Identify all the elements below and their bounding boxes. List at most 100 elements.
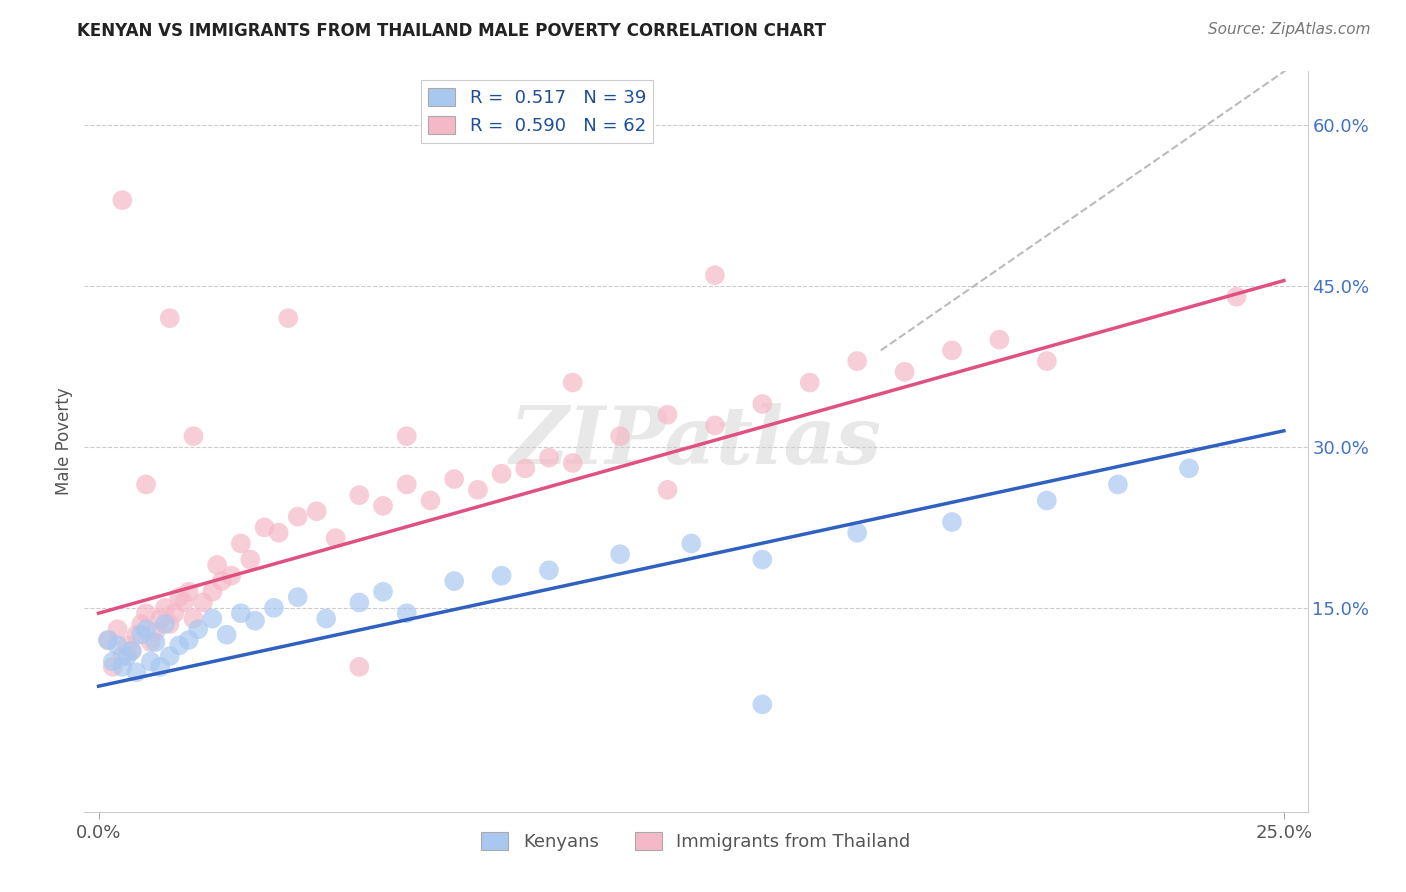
Point xyxy=(315,611,337,625)
Point xyxy=(988,333,1011,347)
Y-axis label: Male Poverty: Male Poverty xyxy=(55,388,73,495)
Text: KENYAN VS IMMIGRANTS FROM THAILAND MALE POVERTY CORRELATION CHART: KENYAN VS IMMIGRANTS FROM THAILAND MALE … xyxy=(77,22,827,40)
Point xyxy=(97,633,120,648)
Point xyxy=(751,397,773,411)
Point xyxy=(159,311,181,326)
Point xyxy=(111,660,134,674)
Point xyxy=(149,660,172,674)
Point xyxy=(537,450,560,465)
Point xyxy=(349,488,371,502)
Point xyxy=(211,574,233,588)
Point xyxy=(107,623,129,637)
Point xyxy=(129,616,152,631)
Point xyxy=(491,568,513,582)
Point xyxy=(349,595,371,609)
Point xyxy=(121,644,143,658)
Point xyxy=(111,649,134,664)
Point xyxy=(703,268,725,283)
Point xyxy=(121,644,143,658)
Point xyxy=(263,600,285,615)
Point xyxy=(325,531,347,545)
Point xyxy=(846,525,869,540)
Point xyxy=(177,584,200,599)
Point xyxy=(159,649,181,664)
Point xyxy=(537,563,560,577)
Point xyxy=(799,376,821,390)
Point xyxy=(395,606,418,620)
Point xyxy=(135,623,157,637)
Point xyxy=(1225,290,1247,304)
Point xyxy=(163,606,186,620)
Point xyxy=(371,499,394,513)
Point xyxy=(191,595,214,609)
Point xyxy=(751,552,773,566)
Point xyxy=(941,515,963,529)
Point xyxy=(115,639,138,653)
Point xyxy=(287,590,309,604)
Point xyxy=(221,568,243,582)
Point xyxy=(253,520,276,534)
Point xyxy=(153,600,176,615)
Point xyxy=(183,611,205,625)
Point xyxy=(153,616,176,631)
Point xyxy=(125,665,148,680)
Point xyxy=(107,639,129,653)
Point xyxy=(125,628,148,642)
Point xyxy=(703,418,725,433)
Point xyxy=(239,552,262,566)
Point xyxy=(277,311,299,326)
Point xyxy=(467,483,489,497)
Point xyxy=(395,429,418,443)
Point xyxy=(419,493,441,508)
Point xyxy=(139,655,162,669)
Text: Source: ZipAtlas.com: Source: ZipAtlas.com xyxy=(1208,22,1371,37)
Point xyxy=(515,461,537,475)
Point xyxy=(1107,477,1129,491)
Point xyxy=(135,477,157,491)
Point xyxy=(751,698,773,712)
Point xyxy=(443,574,465,588)
Point xyxy=(111,193,134,207)
Point xyxy=(681,536,703,550)
Point xyxy=(349,660,371,674)
Point xyxy=(846,354,869,368)
Point xyxy=(371,584,394,599)
Point xyxy=(97,633,120,648)
Point xyxy=(115,649,138,664)
Point xyxy=(201,584,224,599)
Point xyxy=(215,628,238,642)
Point xyxy=(205,558,228,572)
Point xyxy=(229,536,252,550)
Point xyxy=(561,376,583,390)
Point xyxy=(149,611,172,625)
Point xyxy=(229,606,252,620)
Point xyxy=(287,509,309,524)
Point xyxy=(135,606,157,620)
Point xyxy=(129,628,152,642)
Point xyxy=(609,429,631,443)
Point xyxy=(201,611,224,625)
Point xyxy=(1178,461,1201,475)
Point xyxy=(139,635,162,649)
Point xyxy=(491,467,513,481)
Point xyxy=(1036,354,1059,368)
Point xyxy=(187,623,209,637)
Point xyxy=(395,477,418,491)
Point xyxy=(1036,493,1059,508)
Point xyxy=(561,456,583,470)
Point xyxy=(183,429,205,443)
Point xyxy=(267,525,290,540)
Point xyxy=(609,547,631,561)
Point xyxy=(243,614,266,628)
Point xyxy=(657,483,679,497)
Point xyxy=(145,624,167,639)
Point xyxy=(145,635,167,649)
Point xyxy=(101,655,124,669)
Point xyxy=(101,660,124,674)
Point xyxy=(159,616,181,631)
Point xyxy=(893,365,915,379)
Point xyxy=(173,595,195,609)
Point xyxy=(177,633,200,648)
Legend: Kenyans, Immigrants from Thailand: Kenyans, Immigrants from Thailand xyxy=(474,824,918,858)
Point xyxy=(167,590,190,604)
